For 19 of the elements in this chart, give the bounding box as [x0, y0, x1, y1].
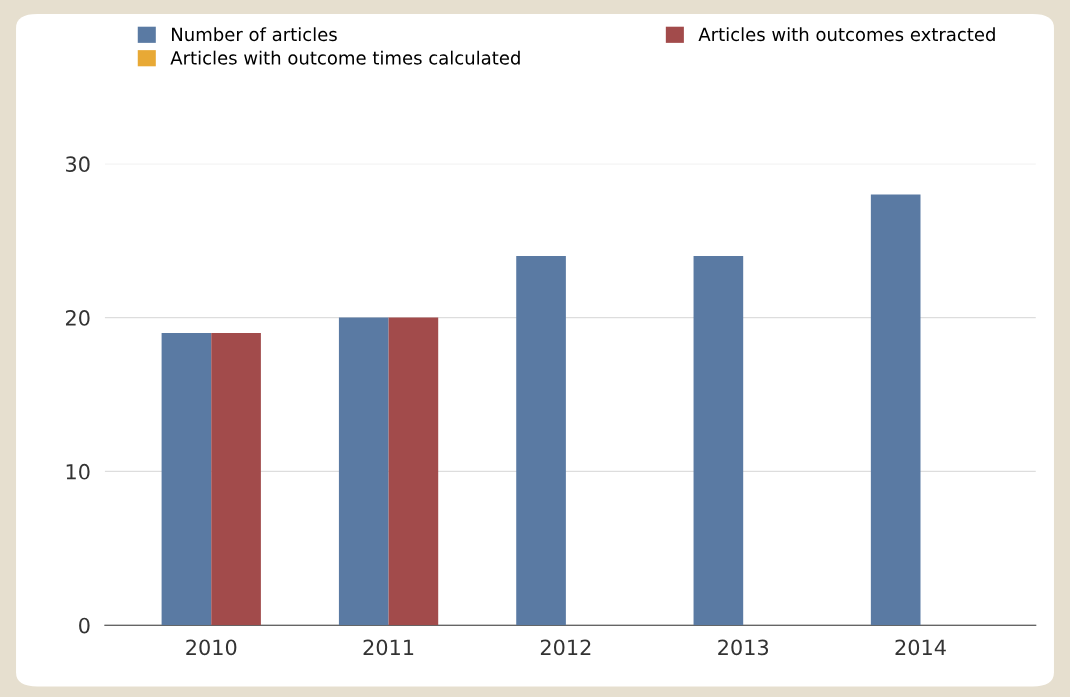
y-tick-label: 0 — [79, 617, 90, 634]
x-tick-label: 2010 — [186, 639, 237, 656]
bar — [516, 256, 566, 626]
x-tick-label: 2011 — [363, 639, 414, 656]
legend-label: Articles with outcomes extracted — [698, 27, 995, 42]
bar — [161, 332, 212, 626]
bar — [693, 256, 744, 626]
bar — [870, 194, 921, 626]
y-tick-label: 10 — [66, 463, 90, 480]
x-tick-label: 2013 — [718, 639, 769, 656]
legend-label: Number of articles — [172, 27, 337, 42]
bar — [338, 317, 389, 626]
x-tick-label: 2014 — [895, 639, 946, 656]
y-tick-label: 20 — [65, 310, 90, 326]
bar — [211, 332, 261, 626]
x-tick-label: 2012 — [540, 639, 591, 656]
y-tick-label: 30 — [66, 156, 90, 173]
legend-label: Articles with outcome times calculated — [170, 50, 520, 65]
bar — [388, 317, 439, 626]
